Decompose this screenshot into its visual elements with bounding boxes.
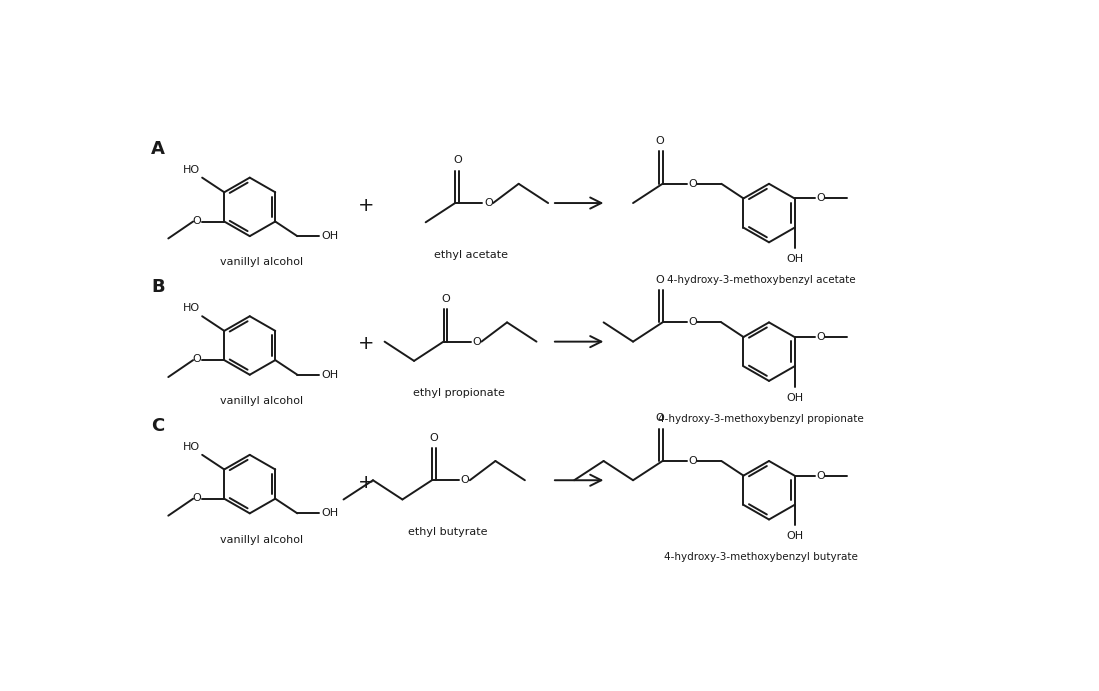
Text: B: B (152, 278, 165, 296)
Text: HO: HO (182, 442, 200, 452)
Text: O: O (453, 155, 462, 165)
Text: O: O (656, 136, 665, 146)
Text: OH: OH (786, 392, 803, 403)
Text: O: O (484, 198, 492, 208)
Text: O: O (656, 274, 665, 285)
Text: O: O (192, 354, 201, 364)
Text: +: + (358, 196, 375, 215)
Text: O: O (442, 294, 451, 304)
Text: +: + (358, 334, 375, 354)
Text: C: C (152, 417, 165, 435)
Text: O: O (460, 475, 469, 485)
Text: O: O (192, 216, 201, 226)
Text: OH: OH (322, 509, 338, 518)
Text: O: O (473, 337, 481, 347)
Text: O: O (688, 456, 697, 466)
Text: O: O (656, 413, 665, 424)
Text: OH: OH (322, 231, 338, 241)
Text: HO: HO (182, 303, 200, 313)
Text: O: O (815, 193, 824, 203)
Text: ethyl propionate: ethyl propionate (413, 388, 504, 398)
Text: vanillyl alcohol: vanillyl alcohol (220, 257, 303, 267)
Text: O: O (688, 179, 697, 189)
Text: ethyl acetate: ethyl acetate (434, 249, 508, 260)
Text: HO: HO (182, 164, 200, 175)
Text: O: O (192, 493, 201, 503)
Text: ethyl butyrate: ethyl butyrate (408, 527, 487, 537)
Text: A: A (152, 140, 165, 158)
Text: O: O (815, 471, 824, 481)
Text: OH: OH (786, 254, 803, 264)
Text: 4-hydroxy-3-methoxybenzyl butyrate: 4-hydroxy-3-methoxybenzyl butyrate (664, 552, 858, 562)
Text: vanillyl alcohol: vanillyl alcohol (220, 535, 303, 545)
Text: +: + (358, 473, 375, 492)
Text: 4-hydroxy-3-methoxybenzyl propionate: 4-hydroxy-3-methoxybenzyl propionate (658, 414, 864, 424)
Text: O: O (688, 317, 697, 328)
Text: O: O (815, 332, 824, 342)
Text: O: O (430, 433, 439, 442)
Text: OH: OH (786, 531, 803, 541)
Text: vanillyl alcohol: vanillyl alcohol (220, 396, 303, 406)
Text: OH: OH (322, 370, 338, 380)
Text: 4-hydroxy-3-methoxybenzyl acetate: 4-hydroxy-3-methoxybenzyl acetate (667, 275, 855, 285)
